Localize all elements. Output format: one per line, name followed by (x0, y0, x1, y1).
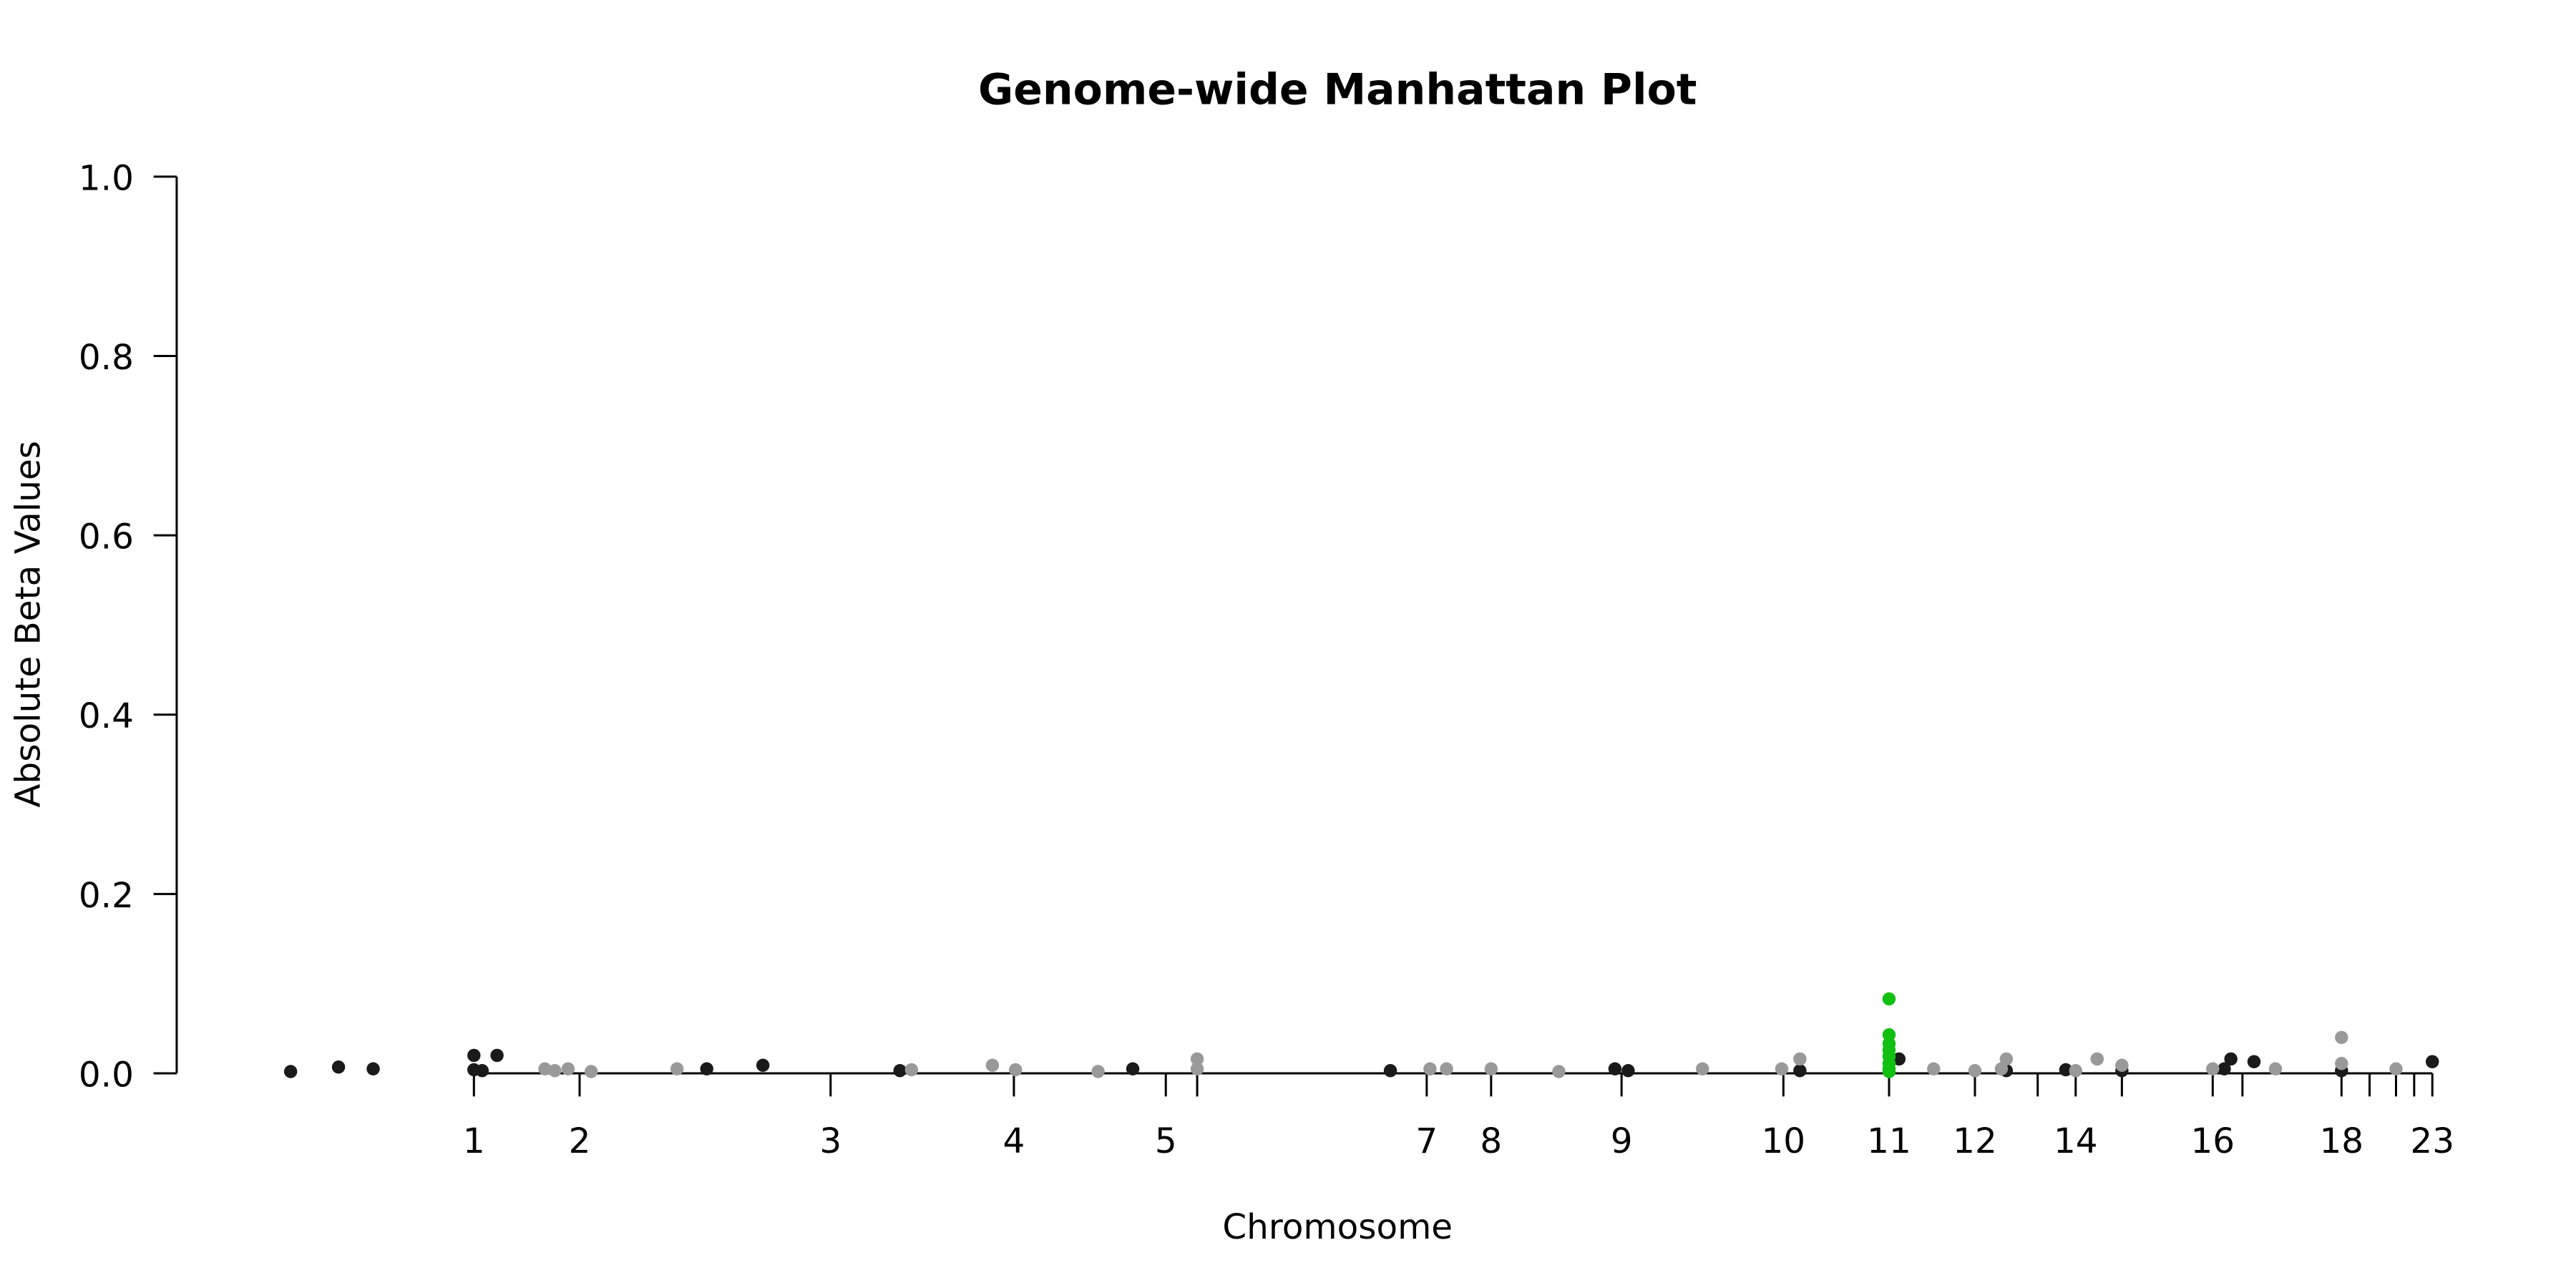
point (756, 1058, 770, 1072)
point (1190, 1052, 1204, 1066)
x-tick-label: 12 (1953, 1121, 1997, 1161)
y-tick-label: 0.0 (79, 1055, 134, 1095)
point (366, 1062, 380, 1075)
y-tick-label: 0.6 (79, 517, 134, 557)
point (893, 1064, 907, 1078)
point (283, 1065, 298, 1078)
x-tick-label: 23 (2410, 1121, 2454, 1161)
point (1621, 1064, 1635, 1078)
point (1882, 992, 1896, 1006)
point (1927, 1062, 1941, 1075)
point (1793, 1052, 1807, 1066)
y-tick-label: 0.8 (79, 338, 134, 378)
point (2335, 1030, 2348, 1045)
point (1608, 1062, 1622, 1075)
point (548, 1064, 562, 1078)
point (2059, 1063, 2073, 1077)
point (2426, 1055, 2439, 1068)
point (1091, 1065, 1105, 1078)
point (1994, 1062, 2009, 1075)
point (1552, 1065, 1566, 1078)
point (1440, 1062, 1453, 1075)
x-tick-label: 16 (2190, 1121, 2235, 1161)
point (1126, 1062, 1140, 1075)
point (561, 1062, 575, 1075)
point (475, 1064, 489, 1078)
y-axis-label: Absolute Beta Values (8, 441, 48, 808)
x-tick-label: 5 (1155, 1121, 1177, 1161)
point (985, 1058, 1000, 1072)
point (904, 1063, 919, 1077)
point (700, 1062, 713, 1075)
point (2218, 1062, 2231, 1075)
point (2224, 1052, 2238, 1066)
y-tick-label: 0.2 (79, 876, 134, 916)
x-tick-label: 1 (463, 1121, 485, 1161)
point (1484, 1062, 1498, 1075)
point (2206, 1062, 2220, 1075)
x-tick-label: 11 (1867, 1121, 1911, 1161)
point (2247, 1055, 2261, 1068)
x-tick-label: 18 (2319, 1121, 2363, 1161)
y-tick-label: 0.4 (79, 696, 134, 736)
x-tick-label: 9 (1611, 1121, 1633, 1161)
x-tick-label: 8 (1480, 1121, 1502, 1161)
point (2115, 1058, 2129, 1072)
point (1999, 1052, 2014, 1066)
point (1383, 1064, 1397, 1078)
x-tick-label: 4 (1003, 1121, 1025, 1161)
point (1696, 1062, 1709, 1075)
point (1968, 1064, 1982, 1078)
point (467, 1048, 481, 1063)
point (1793, 1064, 1807, 1078)
point (670, 1062, 684, 1075)
y-tick-label: 1.0 (79, 158, 134, 198)
point (2335, 1056, 2348, 1070)
point (584, 1065, 598, 1078)
point (2069, 1064, 2082, 1078)
point (1009, 1063, 1023, 1077)
point (331, 1060, 346, 1074)
point (1423, 1062, 1437, 1075)
point (1882, 1065, 1896, 1078)
x-tick-label: 10 (1761, 1121, 1805, 1161)
x-tick-label: 7 (1415, 1121, 1438, 1161)
point (538, 1062, 552, 1075)
point (2389, 1062, 2403, 1075)
point (1190, 1062, 1204, 1075)
x-tick-label: 2 (569, 1121, 591, 1161)
point (1775, 1062, 1789, 1075)
x-tick-label: 3 (819, 1121, 841, 1161)
point (2268, 1062, 2283, 1075)
chart-title: Genome-wide Manhattan Plot (978, 64, 1697, 114)
point (490, 1048, 504, 1063)
point (2090, 1052, 2104, 1066)
x-tick-label: 14 (2054, 1121, 2098, 1161)
point (1892, 1052, 1906, 1066)
x-axis-label: Chromosome (1222, 1207, 1453, 1247)
